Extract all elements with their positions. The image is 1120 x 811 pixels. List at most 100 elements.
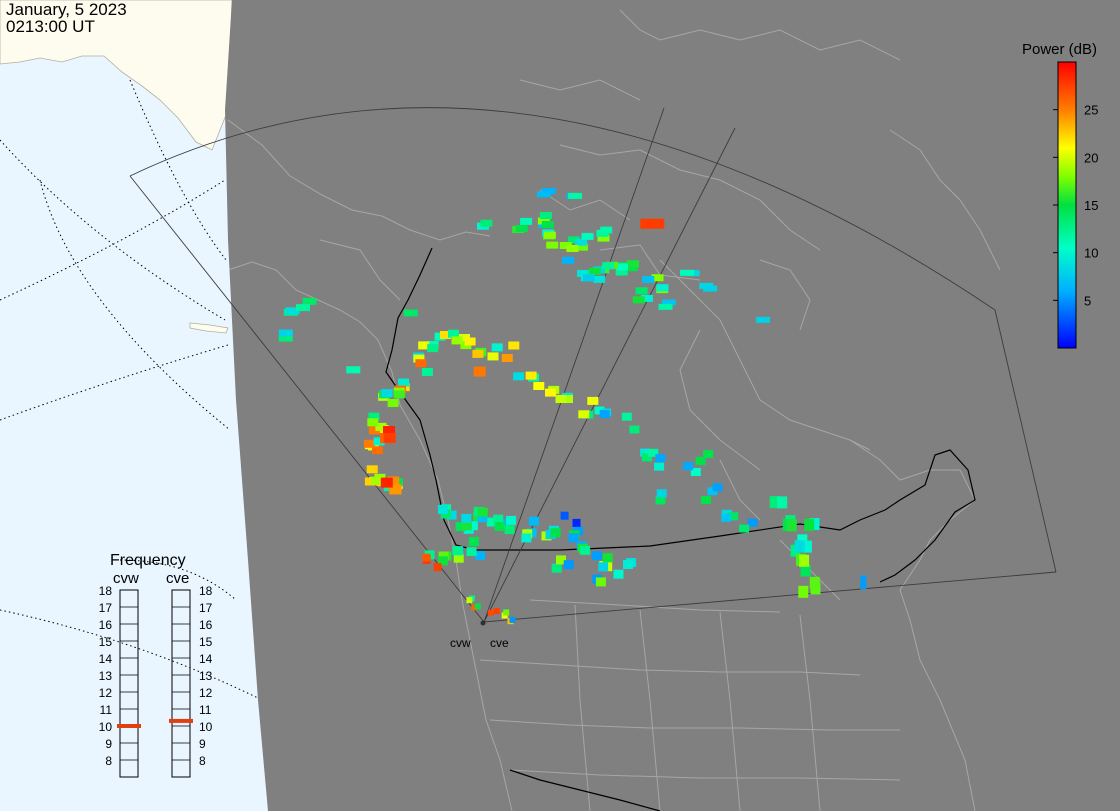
backscatter-cell — [373, 437, 385, 446]
backscatter-cell — [448, 329, 459, 338]
backscatter-cell — [578, 410, 590, 419]
backscatter-cell — [455, 522, 466, 532]
backscatter-cell — [468, 536, 479, 546]
frequency-ticks-left: 18 17 16 15 14 13 12 11 10 9 8 — [99, 584, 113, 768]
backscatter-cell — [655, 454, 666, 463]
backscatter-cell — [721, 509, 732, 518]
frequency-tick-label: 9 — [199, 737, 206, 751]
backscatter-cell — [472, 349, 484, 358]
frequency-ladder — [119, 589, 139, 778]
backscatter-cell — [613, 569, 624, 579]
backscatter-cell — [418, 341, 430, 350]
backscatter-cell — [559, 242, 572, 249]
frequency-marker — [117, 724, 141, 728]
backscatter-cell — [656, 284, 669, 292]
backscatter-cell — [629, 425, 640, 434]
backscatter-cell — [421, 368, 433, 376]
backscatter-cell — [656, 489, 667, 498]
backscatter-cell — [398, 378, 410, 387]
backscatter-cell — [562, 256, 575, 264]
backscatter-cell — [371, 446, 383, 455]
backscatter-cell — [467, 521, 478, 531]
frequency-tick-label: 12 — [99, 686, 113, 700]
backscatter-cell — [550, 528, 561, 538]
backscatter-cell — [487, 609, 494, 616]
backscatter-cell — [422, 553, 431, 562]
backscatter-cell — [602, 262, 615, 270]
backscatter-cell — [413, 354, 425, 363]
backscatter-cell — [278, 329, 293, 337]
backscatter-cell — [383, 426, 395, 436]
backscatter-cell — [695, 456, 706, 465]
frequency-tick-label: 16 — [199, 618, 213, 632]
power-tick-label: 25 — [1084, 103, 1098, 118]
backscatter-cell — [777, 496, 788, 509]
backscatter-cell — [642, 453, 652, 462]
frequency-tick-label: 9 — [105, 737, 112, 751]
frequency-scale-cve — [169, 589, 193, 778]
backscatter-cell — [494, 521, 505, 531]
backscatter-cell — [493, 607, 500, 614]
backscatter-cell — [403, 309, 418, 317]
backscatter-cell — [769, 496, 780, 509]
radar-label-cvw: cvw — [450, 636, 471, 650]
backscatter-cell — [641, 294, 653, 302]
backscatter-cell — [474, 603, 481, 610]
frequency-tick-label: 8 — [105, 754, 112, 768]
backscatter-cell — [285, 307, 300, 315]
backscatter-cell — [556, 555, 566, 565]
power-tick-label: 5 — [1084, 293, 1091, 308]
frequency-tick-label: 14 — [199, 652, 213, 666]
backscatter-cell — [593, 275, 606, 283]
backscatter-cell — [451, 336, 463, 345]
backscatter-cell — [471, 604, 478, 611]
backscatter-cell — [739, 524, 750, 533]
backscatter-cell — [383, 432, 396, 443]
backscatter-cell — [459, 334, 470, 342]
backscatter-cell — [415, 359, 427, 368]
backscatter-cell — [566, 245, 579, 252]
backscatter-cell — [595, 577, 606, 587]
backscatter-cell — [487, 352, 499, 361]
backscatter-cell — [486, 517, 497, 527]
backscatter-cell — [563, 560, 574, 570]
backscatter-cell — [747, 518, 758, 527]
day-island — [189, 322, 229, 334]
backscatter-cell — [367, 418, 379, 427]
frequency-tick-label: 15 — [199, 635, 213, 649]
frequency-scale-cvw — [117, 589, 141, 778]
backscatter-cell — [583, 274, 595, 282]
backscatter-cell — [621, 412, 632, 421]
backscatter-cell — [597, 234, 610, 242]
time-label: 0213:00 UT — [6, 17, 95, 36]
date-label: January, 5 2023 — [6, 0, 127, 19]
backscatter-cell — [393, 390, 405, 399]
frequency-label-cve: cve — [166, 570, 189, 587]
backscatter-cell — [509, 616, 516, 623]
backscatter-cell — [555, 395, 567, 403]
backscatter-cell — [545, 388, 556, 397]
frequency-tick-label: 17 — [99, 601, 113, 615]
frequency-marker — [169, 718, 193, 723]
backscatter-cell — [536, 191, 551, 198]
frequency-tick-label: 16 — [99, 618, 113, 632]
backscatter-cell — [477, 507, 488, 517]
backscatter-cell — [513, 372, 525, 381]
backscatter-cell — [368, 426, 380, 435]
night-terminator — [225, 0, 1120, 811]
backscatter-cell — [475, 551, 486, 561]
backscatter-cell — [596, 229, 609, 237]
backscatter-cell — [860, 575, 867, 590]
backscatter-cell — [581, 232, 594, 240]
backscatter-cell — [567, 236, 580, 244]
frequency-tick-label: 18 — [99, 584, 113, 598]
frequency-tick-label: 13 — [199, 669, 213, 683]
backscatter-cell — [520, 217, 533, 225]
backscatter-cell — [654, 462, 665, 471]
frequency-tick-label: 17 — [199, 601, 213, 615]
backscatter-cell — [588, 267, 601, 275]
backscatter-cell — [800, 564, 811, 577]
frequency-tick-label: 15 — [99, 635, 113, 649]
backscatter-cell — [440, 331, 451, 339]
